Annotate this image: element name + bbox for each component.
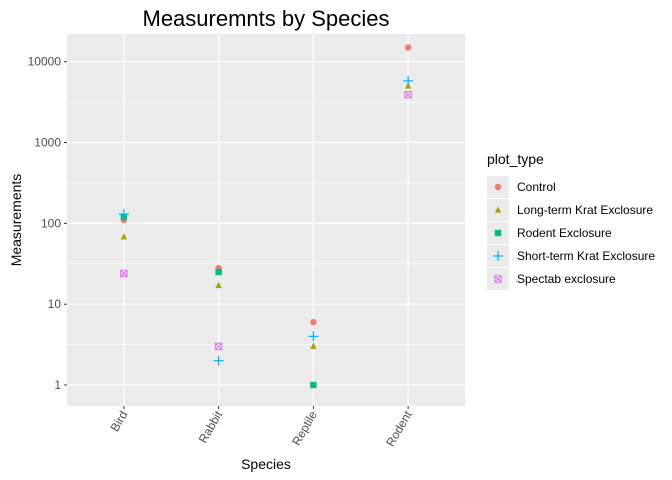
y-tick-label: 10000 bbox=[28, 55, 62, 69]
data-point bbox=[310, 381, 317, 389]
data-point bbox=[118, 209, 129, 220]
data-points bbox=[118, 44, 414, 389]
y-tick-label: 1 bbox=[54, 378, 61, 392]
cross-stroke bbox=[120, 269, 128, 277]
y-tick-label: 100 bbox=[41, 216, 61, 230]
data-point bbox=[404, 44, 412, 51]
legend: plot_type Control Long-term Krat Exclosur… bbox=[487, 151, 655, 290]
x-tick-label: Reptile bbox=[289, 408, 320, 448]
square-outline bbox=[404, 91, 412, 99]
data-point bbox=[215, 268, 222, 276]
legend-marker bbox=[493, 251, 503, 261]
data-point bbox=[214, 342, 223, 351]
square-outline bbox=[120, 269, 128, 278]
legend-marker bbox=[494, 183, 502, 191]
data-point bbox=[308, 331, 319, 342]
y-tick-label: 10 bbox=[48, 297, 62, 311]
legend-marker bbox=[494, 229, 502, 237]
data-point bbox=[310, 318, 317, 326]
x-axis-title: Species bbox=[241, 456, 291, 472]
y-axis-ticks: 1 10 100 1000 10000 bbox=[28, 55, 67, 392]
legend-label: Rodent Exclosure bbox=[517, 226, 612, 240]
data-point bbox=[310, 342, 317, 350]
cross-stroke bbox=[404, 91, 412, 99]
y-axis-title: Measurements bbox=[8, 174, 24, 267]
legend-item: Long-term Krat Exclosure bbox=[487, 199, 653, 221]
data-point bbox=[120, 269, 128, 278]
panel-background bbox=[67, 34, 465, 406]
legend-label: Control bbox=[517, 180, 556, 194]
data-point bbox=[403, 75, 414, 86]
data-point bbox=[215, 281, 222, 289]
cross-stroke bbox=[494, 275, 502, 283]
x-tick-label: Bird bbox=[108, 409, 131, 434]
data-point bbox=[213, 355, 224, 366]
legend-item: Rodent Exclosure bbox=[487, 222, 612, 244]
data-point bbox=[120, 233, 128, 240]
x-tick-label: Rodent bbox=[383, 408, 415, 449]
y-tick-label: 1000 bbox=[34, 136, 61, 150]
legend-label: Spectab exclosure bbox=[517, 272, 616, 286]
x-axis-ticks: Bird Rabbit Reptile Rodent bbox=[108, 406, 415, 449]
legend-item: Spectab exclosure bbox=[487, 268, 616, 290]
square-outline bbox=[494, 275, 502, 283]
legend-title: plot_type bbox=[487, 151, 544, 167]
legend-marker bbox=[494, 206, 502, 213]
square-outline bbox=[214, 342, 223, 351]
legend-label: Long-term Krat Exclosure bbox=[517, 203, 653, 217]
x-tick-label: Rabbit bbox=[196, 408, 226, 446]
cross-stroke bbox=[215, 342, 223, 350]
legend-marker bbox=[494, 275, 502, 283]
legend-item: Control bbox=[487, 176, 556, 198]
data-point bbox=[404, 91, 412, 99]
chart-title: Measuremnts by Species bbox=[143, 6, 390, 31]
legend-label: Short-term Krat Exclosure bbox=[517, 249, 655, 263]
legend-item: Short-term Krat Exclosure bbox=[487, 245, 655, 267]
